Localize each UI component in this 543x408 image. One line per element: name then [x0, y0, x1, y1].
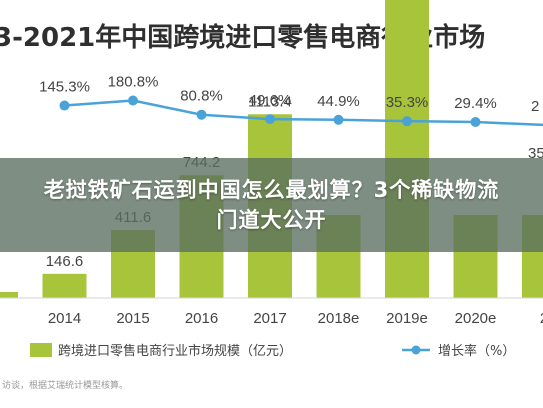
- headline-text: 老挝铁矿石运到中国怎么最划算？3个稀缺物流门道大公开: [43, 178, 500, 232]
- growth-label-2020e: 29.4%: [454, 95, 497, 112]
- bar-2019e: [385, 0, 429, 299]
- growth-label-2021e: 2: [531, 98, 539, 115]
- growth-point-2020e: [470, 117, 481, 127]
- x-tick-2: 2: [540, 310, 543, 327]
- growth-label-2018e: 44.9%: [317, 93, 360, 110]
- bar-label-2021e: 35: [528, 145, 543, 162]
- x-tick-2016: 2016: [185, 310, 218, 327]
- growth-point-2014: [59, 100, 70, 111]
- growth-point-2019e: [402, 116, 412, 127]
- x-tick-2019e: 2019e: [386, 310, 428, 327]
- growth-point-2016: [196, 109, 207, 120]
- growth-label-2015: 180.8%: [108, 74, 159, 91]
- growth-label-2017: 49.6%: [249, 92, 292, 109]
- x-axis-ticks: 320142015201620172018e2019e2020e2: [0, 297, 543, 327]
- growth-rate-line: [64, 99, 543, 127]
- x-tick-2018e: 2018e: [318, 310, 360, 327]
- legend-label-bar: 跨境进口零售电商行业市场规模（亿元）: [58, 343, 292, 359]
- bar-2014: [42, 273, 87, 298]
- growth-point-2018e: [333, 114, 344, 125]
- bar-label-2017: 1113.4: [248, 93, 292, 110]
- x-tick-2015: 2015: [116, 310, 149, 327]
- x-tick-2014: 2014: [48, 310, 81, 327]
- growth-point-2015: [128, 95, 138, 106]
- source-note: 访谈，根据艾瑞统计模型核算。: [2, 379, 128, 391]
- legend: 跨境进口零售电商行业市场规模（亿元） 增长率（%）: [30, 343, 515, 359]
- legend-swatch-bar: [30, 343, 52, 357]
- x-tick-2020e: 2020e: [455, 310, 497, 327]
- growth-point-2017: [265, 114, 275, 125]
- line-series: 145.3% 180.8% 80.8% 49.6% 44.9% 35.3% 29.4% 2: [39, 74, 543, 127]
- headline-banner: 老挝铁矿石运到中国怎么最划算？3个稀缺物流门道大公开: [0, 158, 543, 252]
- growth-label-2014: 145.3%: [39, 79, 90, 96]
- x-tick-2017: 2017: [253, 310, 286, 327]
- growth-label-2019e: 35.3%: [386, 94, 429, 111]
- legend-swatch-marker: [411, 345, 421, 355]
- legend-label-line: 增长率（%）: [438, 343, 515, 359]
- growth-label-2016: 80.8%: [180, 88, 223, 105]
- bar-3: [0, 292, 18, 298]
- bar-label-2014: 146.6: [46, 253, 84, 270]
